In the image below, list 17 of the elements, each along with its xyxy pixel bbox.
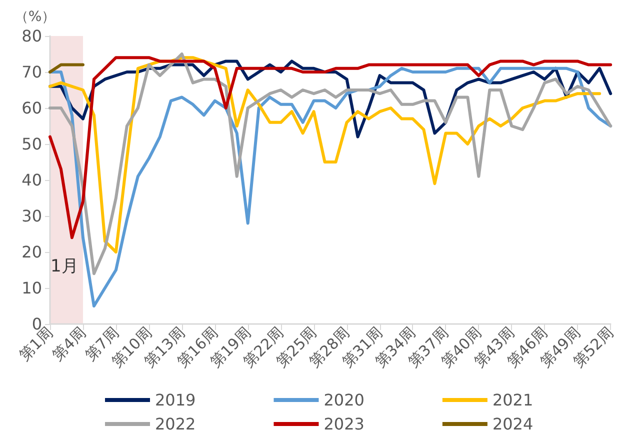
- y-tick-label: 10: [22, 278, 42, 298]
- line-series: [48, 66, 612, 308]
- y-axis-title: （%）: [14, 9, 56, 25]
- legend-label: 2022: [155, 414, 196, 434]
- y-tick-label: 40: [22, 170, 42, 190]
- legend-label: 2023: [324, 414, 364, 434]
- band-label: 1月: [50, 256, 78, 276]
- y-tick-label: 30: [22, 206, 42, 226]
- legend-label: 2021: [492, 390, 534, 410]
- y-tick-label: 20: [22, 242, 42, 262]
- y-tick-label: 50: [22, 134, 42, 154]
- legend-label: 2019: [155, 390, 196, 410]
- legend-label: 2020: [324, 390, 364, 410]
- y-tick-label: 70: [22, 62, 42, 82]
- y-tick-label: 60: [22, 98, 42, 118]
- y-tick-label: 80: [22, 26, 42, 46]
- legend-label: 2024: [492, 414, 534, 434]
